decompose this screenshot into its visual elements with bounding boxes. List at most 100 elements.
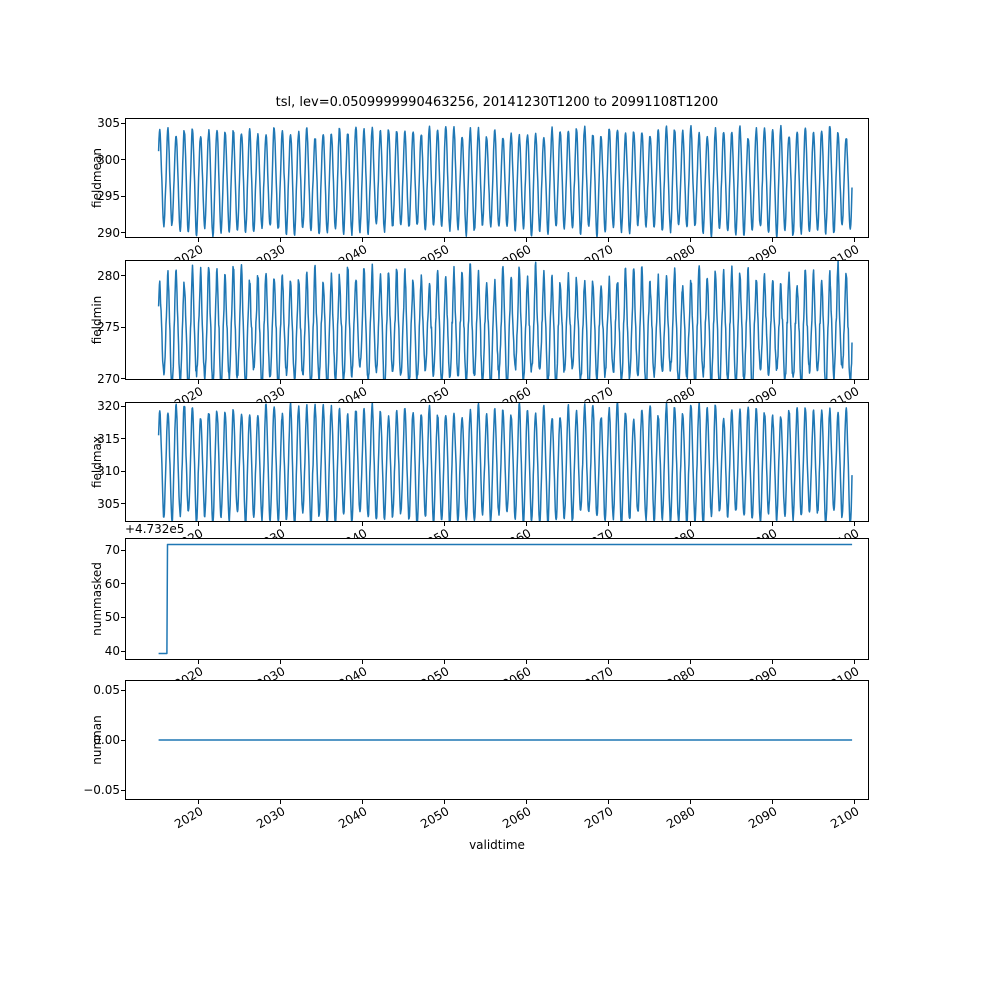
- x-tick-mark: [689, 238, 691, 242]
- y-tick-label: 300: [97, 152, 120, 167]
- y-tick-label: 0.00: [93, 733, 120, 747]
- x-tick-mark: [607, 660, 609, 664]
- x-tick-mark: [444, 238, 446, 242]
- y-tick-label: 280: [97, 268, 120, 283]
- numnan-plot-area: [125, 680, 869, 800]
- x-tick-mark: [607, 238, 609, 242]
- x-tick-mark: [525, 800, 527, 804]
- x-tick-mark: [525, 660, 527, 664]
- x-tick-mark: [198, 522, 200, 526]
- x-tick-mark: [280, 800, 282, 804]
- x-tick-mark: [771, 800, 773, 804]
- x-tick-label: 2100: [827, 804, 862, 832]
- x-tick-mark: [198, 380, 200, 384]
- x-tick-mark: [198, 660, 200, 664]
- fieldmin-plot-area: [125, 260, 869, 380]
- subplot-fieldmean: fieldmean 290 295 300 305 2020 2030 2040 2050 20…: [0, 116, 1000, 269]
- x-tick-mark: [444, 380, 446, 384]
- x-tick-mark: [280, 238, 282, 242]
- y-tick-mark: [121, 650, 125, 652]
- fieldmean-series-line: [157, 124, 853, 237]
- y-tick-mark: [121, 739, 125, 741]
- x-tick-label: 2070: [581, 804, 616, 832]
- fieldmean-plot-area: [125, 118, 869, 238]
- y-tick-label: 305: [97, 116, 120, 131]
- y-tick-label: 60: [104, 576, 120, 591]
- y-tick-mark: [121, 232, 125, 234]
- x-axis-label: validtime: [469, 838, 525, 852]
- y-tick-label: 315: [97, 431, 120, 446]
- x-tick-mark: [198, 238, 200, 242]
- y-tick-mark: [121, 195, 125, 197]
- x-tick-mark: [444, 522, 446, 526]
- y-tick-mark: [121, 470, 125, 472]
- x-tick-mark: [689, 380, 691, 384]
- y-tick-label: 50: [104, 610, 120, 625]
- x-tick-mark: [362, 380, 364, 384]
- x-tick-mark: [853, 800, 855, 804]
- x-tick-mark: [362, 660, 364, 664]
- y-tick-mark: [121, 405, 125, 407]
- y-tick-mark: [121, 275, 125, 277]
- x-tick-mark: [525, 238, 527, 242]
- x-tick-mark: [444, 660, 446, 664]
- x-tick-mark: [362, 238, 364, 242]
- x-tick-label: 2090: [745, 804, 780, 832]
- x-tick-mark: [280, 380, 282, 384]
- x-tick-mark: [362, 800, 364, 804]
- x-tick-mark: [525, 522, 527, 526]
- x-tick-mark: [853, 660, 855, 664]
- subplot-fieldmin: fieldmin 270 275 280 2020 2030 2040 2050 2060 20…: [0, 260, 1000, 411]
- x-tick-mark: [771, 522, 773, 526]
- y-tick-mark: [121, 583, 125, 585]
- y-tick-label: 290: [97, 225, 120, 240]
- x-tick-mark: [280, 522, 282, 526]
- y-tick-label: 270: [97, 371, 120, 386]
- x-tick-mark: [607, 380, 609, 384]
- x-tick-mark: [689, 660, 691, 664]
- fieldmax-series-line: [157, 403, 853, 521]
- x-tick-mark: [362, 522, 364, 526]
- fieldmax-plot-area: [125, 402, 869, 522]
- y-tick-label: 70: [104, 543, 120, 558]
- y-tick-mark: [121, 689, 125, 691]
- x-tick-mark: [607, 800, 609, 804]
- subplot-numnan: numnan validtime −0.05 0.00 0.05 2020 2030 20…: [0, 680, 1000, 852]
- x-tick-mark: [280, 660, 282, 664]
- y-tick-label: 310: [97, 464, 120, 479]
- chart-title: tsl, lev=0.0509999990463256, 20141230T12…: [275, 95, 719, 110]
- y-tick-mark: [121, 438, 125, 440]
- x-tick-label: 2050: [418, 804, 452, 832]
- x-tick-label: 2040: [336, 804, 370, 832]
- x-tick-mark: [689, 522, 691, 526]
- x-tick-mark: [525, 380, 527, 384]
- y-offset-text: +4.732e5: [125, 522, 185, 536]
- y-tick-label: 40: [104, 644, 120, 659]
- x-tick-mark: [607, 522, 609, 526]
- y-tick-label: 305: [97, 496, 120, 511]
- y-tick-mark: [121, 159, 125, 161]
- x-tick-label: 2030: [254, 804, 288, 832]
- y-tick-label: 275: [97, 320, 120, 335]
- x-tick-mark: [853, 380, 855, 384]
- y-tick-mark: [121, 549, 125, 551]
- y-tick-mark: [121, 378, 125, 380]
- y-tick-mark: [121, 789, 125, 791]
- x-tick-mark: [198, 800, 200, 804]
- x-tick-mark: [771, 238, 773, 242]
- x-tick-label: 2060: [500, 804, 534, 832]
- subplot-fieldmax: fieldmax 3053103153202020203020402050206…: [0, 399, 1000, 553]
- x-tick-label: 2020: [172, 804, 206, 832]
- y-tick-mark: [121, 503, 125, 505]
- y-tick-mark: [121, 326, 125, 328]
- y-tick-label: 295: [97, 189, 120, 204]
- x-tick-mark: [689, 800, 691, 804]
- y-tick-mark: [121, 122, 125, 124]
- x-tick-label: 2080: [663, 804, 698, 832]
- x-tick-mark: [771, 660, 773, 664]
- subplot-nummasked: +4.732e5 nummasked 40 50 60 70 2020 2030 2040 2…: [0, 522, 1000, 691]
- y-tick-mark: [121, 616, 125, 618]
- x-tick-mark: [853, 238, 855, 242]
- y-tick-label: −0.05: [83, 783, 120, 797]
